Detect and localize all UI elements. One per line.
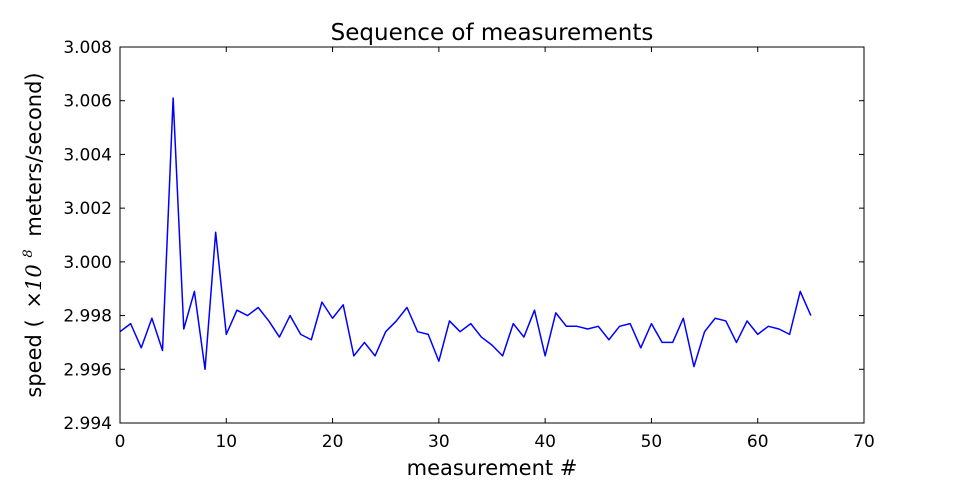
y-tick-label: 3.006: [63, 92, 112, 112]
plot-area: [120, 47, 864, 423]
x-tick-label: 10: [215, 432, 237, 452]
y-axis-label-times: ×10: [22, 264, 46, 308]
x-tick-label: 60: [747, 432, 769, 452]
tick-layer: 0 10 20 30 40 50 60 70 2.994 2.996 2.998 3.000 3.002…: [63, 38, 874, 452]
x-tick-label: 40: [534, 432, 556, 452]
y-axis-label-exponent: 8: [21, 249, 36, 257]
y-tick-label: 3.008: [63, 38, 112, 58]
x-tick-label: 20: [322, 432, 344, 452]
x-tick-label: 0: [115, 432, 126, 452]
x-axis-label: measurement #: [407, 456, 578, 480]
y-tick-label: 3.000: [63, 253, 112, 273]
x-tick-label: 30: [428, 432, 450, 452]
series-line: [119, 97, 812, 371]
y-tick-label: 2.998: [63, 307, 112, 327]
y-axis-label: speed ( ×10 8 meters/second): [13, 72, 46, 397]
chart-title: Sequence of measurements: [331, 20, 654, 46]
y-tick-label: 2.996: [63, 360, 112, 380]
x-tick-label: 50: [641, 432, 663, 452]
y-tick-label: 3.002: [63, 199, 112, 219]
series-layer: [119, 97, 812, 371]
y-axis-label-prefix: speed (: [22, 319, 46, 397]
plot-frame: [119, 46, 865, 424]
y-axis-label-suffix: meters/second): [22, 72, 46, 236]
y-tick-label: 2.994: [63, 414, 112, 434]
x-tick-label: 70: [853, 432, 875, 452]
y-tick-label: 3.004: [63, 145, 112, 165]
